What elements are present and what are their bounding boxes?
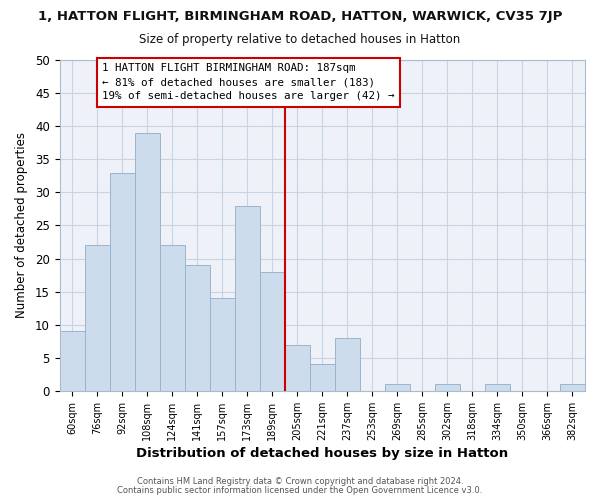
Text: 1, HATTON FLIGHT, BIRMINGHAM ROAD, HATTON, WARWICK, CV35 7JP: 1, HATTON FLIGHT, BIRMINGHAM ROAD, HATTO… xyxy=(38,10,562,23)
Bar xyxy=(209,298,235,391)
Bar xyxy=(560,384,585,391)
Bar xyxy=(59,332,85,391)
Bar xyxy=(85,246,110,391)
X-axis label: Distribution of detached houses by size in Hatton: Distribution of detached houses by size … xyxy=(136,447,508,460)
Text: Size of property relative to detached houses in Hatton: Size of property relative to detached ho… xyxy=(139,32,461,46)
Bar xyxy=(110,172,134,391)
Bar xyxy=(485,384,510,391)
Bar xyxy=(160,246,185,391)
Bar xyxy=(335,338,360,391)
Bar xyxy=(134,133,160,391)
Bar xyxy=(185,265,209,391)
Bar xyxy=(310,364,335,391)
Bar xyxy=(235,206,260,391)
Text: 1 HATTON FLIGHT BIRMINGHAM ROAD: 187sqm
← 81% of detached houses are smaller (18: 1 HATTON FLIGHT BIRMINGHAM ROAD: 187sqm … xyxy=(102,64,395,102)
Bar xyxy=(285,344,310,391)
Text: Contains HM Land Registry data © Crown copyright and database right 2024.: Contains HM Land Registry data © Crown c… xyxy=(137,477,463,486)
Bar xyxy=(435,384,460,391)
Bar xyxy=(260,272,285,391)
Bar xyxy=(385,384,410,391)
Y-axis label: Number of detached properties: Number of detached properties xyxy=(15,132,28,318)
Text: Contains public sector information licensed under the Open Government Licence v3: Contains public sector information licen… xyxy=(118,486,482,495)
